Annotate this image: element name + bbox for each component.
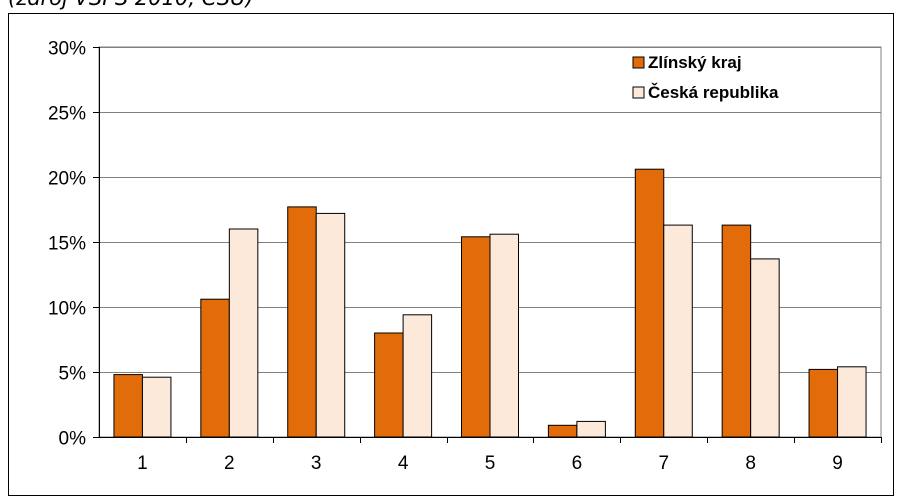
bar-zlinsky-kraj-7 bbox=[634, 168, 665, 438]
bar-ceska-republika-5 bbox=[489, 233, 519, 438]
bar-ceska-republika-2 bbox=[228, 228, 259, 438]
x-tick-label: 5 bbox=[485, 453, 496, 474]
axes: 0% 5% 10% 15% 20% 25% 30% 1 2 3 4 5 6 7 8 9 bbox=[48, 39, 882, 474]
bar-ceska-republika-6 bbox=[576, 420, 606, 438]
source-caption: (zdroj VŠPS 2010, ČSÚ) bbox=[8, 0, 254, 9]
legend-label-ceska-republika: Česká republika bbox=[648, 83, 779, 102]
bar-zlinsky-kraj-4 bbox=[374, 332, 404, 438]
x-tick-label: 6 bbox=[572, 453, 583, 474]
bar-ceska-republika-3 bbox=[315, 212, 346, 438]
bar-zlinsky-kraj-3 bbox=[287, 206, 317, 438]
bar-zlinsky-kraj-5 bbox=[461, 236, 491, 438]
legend-swatch-ceska-republika bbox=[632, 86, 645, 99]
bar-zlinsky-kraj-8 bbox=[721, 224, 752, 438]
x-tick-label: 4 bbox=[398, 453, 409, 474]
bars bbox=[113, 168, 867, 438]
y-tick-label: 5% bbox=[59, 364, 87, 385]
legend-label-zlinsky-kraj: Zlínský kraj bbox=[648, 53, 742, 72]
x-tick-label: 1 bbox=[137, 453, 148, 474]
legend: Zlínský kraj Česká republika bbox=[632, 53, 779, 102]
x-tick-label: 9 bbox=[832, 453, 843, 474]
bar-ceska-republika-7 bbox=[663, 224, 693, 438]
bar-zlinsky-kraj-2 bbox=[200, 298, 230, 438]
bar-ceska-republika-9 bbox=[837, 366, 867, 438]
bar-zlinsky-kraj-6 bbox=[547, 424, 578, 438]
x-tick-label: 3 bbox=[311, 453, 322, 474]
bar-ceska-republika-4 bbox=[402, 314, 433, 438]
bar-ceska-republika-1 bbox=[141, 376, 172, 438]
x-tick-label: 2 bbox=[224, 453, 235, 474]
y-tick-label: 15% bbox=[48, 234, 86, 255]
y-tick-label: 20% bbox=[48, 169, 86, 190]
y-tick-label: 0% bbox=[59, 429, 87, 450]
bar-zlinsky-kraj-9 bbox=[808, 368, 839, 438]
bar-zlinsky-kraj-1 bbox=[113, 374, 143, 438]
x-tick-label: 8 bbox=[745, 453, 756, 474]
y-tick-label: 25% bbox=[48, 104, 86, 125]
x-tick-label: 7 bbox=[658, 453, 669, 474]
bar-ceska-republika-8 bbox=[750, 258, 780, 438]
legend-swatch-zlinsky-kraj bbox=[632, 56, 645, 69]
y-tick-label: 10% bbox=[48, 299, 86, 320]
y-tick-label: 30% bbox=[48, 39, 86, 60]
